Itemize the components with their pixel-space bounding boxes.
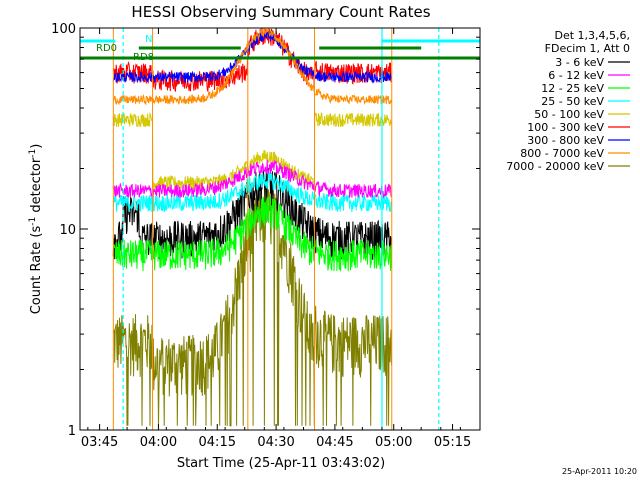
series-line [112,188,392,427]
x-tick-label: 04:15 [199,435,236,450]
legend-entry: 50 - 100 keV [534,108,604,121]
legend-header-line-2: FDecim 1, Att 0 [545,42,630,55]
annotation-label: RD8 [133,52,154,63]
annotation-label: RD0 [96,43,117,54]
legend-entry: 7000 - 20000 keV [506,160,604,173]
x-axis-label: Start Time (25-Apr-11 03:43:02) [177,456,385,471]
y-axis-label-exponent-2: -1 [28,149,38,158]
legend-header-line-1: Det 1,3,4,5,6, [554,29,630,42]
legend-entry: 6 - 12 keV [548,69,604,82]
y-axis-label: Count Rate (s-1 detector-1) [28,144,44,315]
y-tick-label: 1 [68,424,76,439]
legend-entry: 25 - 50 keV [541,95,604,108]
y-axis-label-exponent-1: -1 [28,217,38,226]
y-tick-label: 10 [59,223,76,238]
legend-entry: 300 - 800 keV [527,134,604,147]
x-tick-label: 05:00 [375,435,412,450]
x-tick-label: 03:45 [81,435,118,450]
x-tick-label: 04:30 [257,435,294,450]
x-tick-label: 04:45 [316,435,353,450]
legend: Det 1,3,4,5,6, FDecim 1, Att 0 3 - 6 keV… [506,29,630,173]
series-line [112,159,392,199]
legend-entry: 12 - 25 keV [541,82,604,95]
footer-timestamp: 25-Apr-2011 10:20 [562,467,637,476]
annotation-label: N [145,34,152,45]
y-axis-label-middle: detector [29,157,44,217]
series-line [112,196,392,272]
series-line [112,111,392,191]
series-line [112,172,392,213]
x-tick-label: 04:00 [140,435,177,450]
y-axis-label-suffix: ) [29,144,44,149]
x-axis: 03:45 04:00 04:15 04:30 04:45 05:00 05:15 [81,28,471,450]
legend-entry: 3 - 6 keV [555,56,604,69]
chart-title: HESSI Observing Summary Count Rates [131,3,430,21]
legend-entry: 100 - 300 keV [527,121,604,134]
y-axis: 1 10 100 [51,22,480,439]
y-axis-label-prefix: Count Rate (s [29,226,44,315]
series-line [112,168,392,261]
series-line [112,28,392,106]
y-tick-label: 100 [51,22,76,37]
x-tick-label: 05:15 [434,435,471,450]
series-line [112,30,392,84]
legend-entry: 800 - 7000 keV [520,147,604,160]
